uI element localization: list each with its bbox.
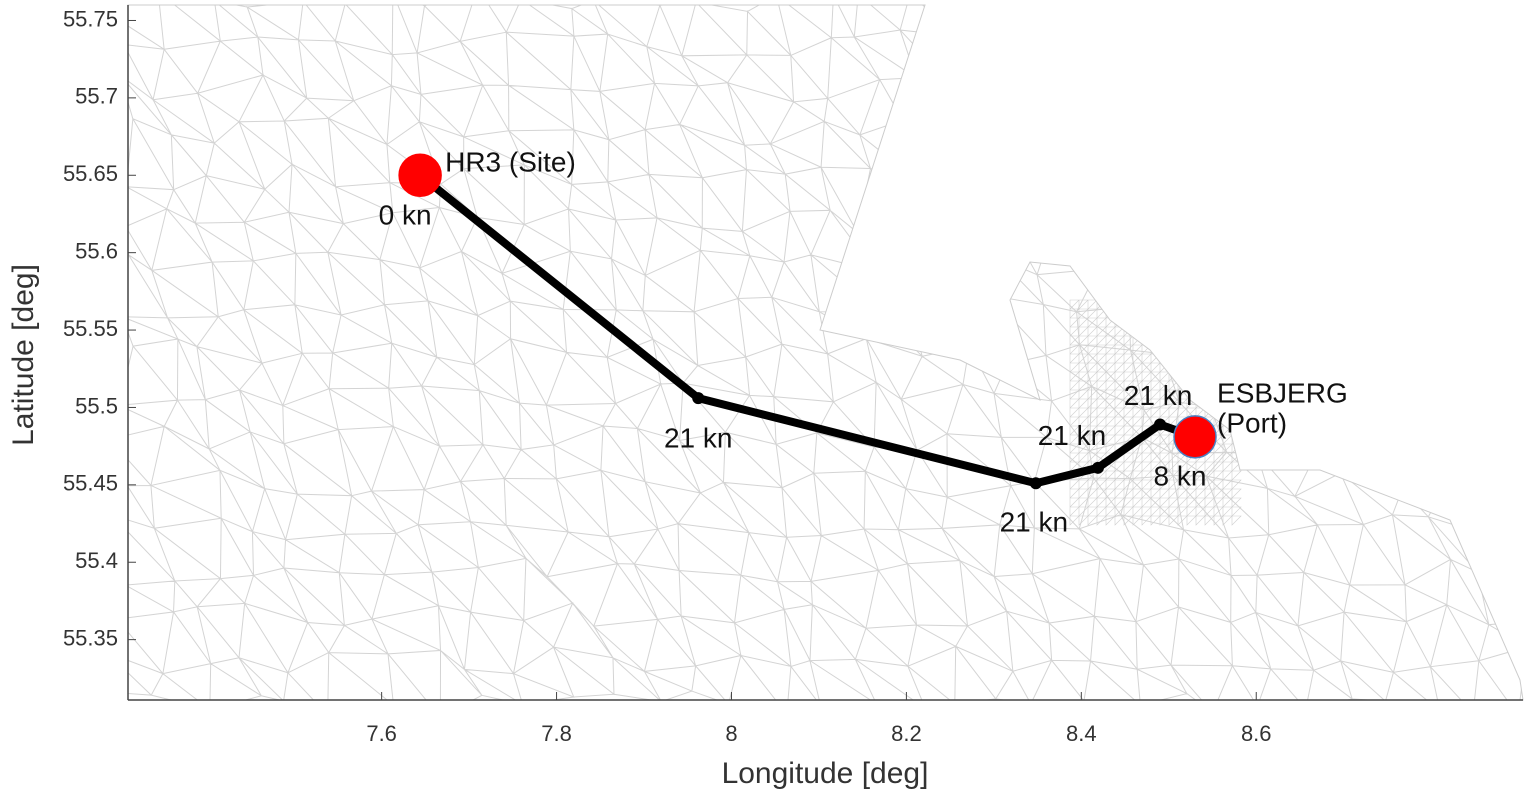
speed-label: 21 kn [1124, 380, 1193, 411]
speed-label: 8 kn [1154, 460, 1207, 491]
site-marker [398, 153, 442, 198]
y-axis-title: Latitude [deg] [7, 264, 40, 446]
x-tick-label: 8.4 [1066, 721, 1097, 746]
y-tick-label: 55.45 [63, 471, 118, 496]
y-tick-label: 55.35 [63, 625, 118, 650]
speed-label: 21 kn [1000, 507, 1069, 538]
x-axis-title: Longitude [deg] [722, 757, 929, 790]
y-tick-label: 55.4 [75, 548, 118, 573]
route-point [692, 392, 705, 405]
x-tick-label: 8.6 [1241, 721, 1272, 746]
mesh-lines [128, 5, 1523, 700]
site-label: HR3 (Site) [445, 147, 576, 178]
y-tick-label: 55.55 [63, 316, 118, 341]
site-marker [1173, 415, 1217, 459]
speed-label: 21 kn [664, 423, 733, 454]
y-tick-label: 55.6 [75, 238, 118, 263]
speed-label: 0 kn [379, 200, 432, 231]
y-tick-label: 55.7 [75, 84, 118, 109]
y-tick-label: 55.75 [63, 6, 118, 31]
x-tick-label: 7.8 [541, 721, 572, 746]
site-label: (Port) [1217, 407, 1287, 438]
x-tick-label: 8.2 [891, 721, 922, 746]
x-tick-label: 8 [725, 721, 737, 746]
route-point [1154, 418, 1167, 431]
route-point [1029, 477, 1042, 490]
y-tick-label: 55.5 [75, 393, 118, 418]
x-tick-label: 7.6 [366, 721, 397, 746]
site-label: ESBJERG [1217, 377, 1348, 408]
route-point [1091, 461, 1104, 474]
mesh-outline [127, 4, 1524, 701]
mesh [128, 5, 1523, 700]
speed-label: 21 kn [1038, 420, 1107, 451]
route-line [417, 172, 1197, 488]
y-tick-label: 55.65 [63, 161, 118, 186]
